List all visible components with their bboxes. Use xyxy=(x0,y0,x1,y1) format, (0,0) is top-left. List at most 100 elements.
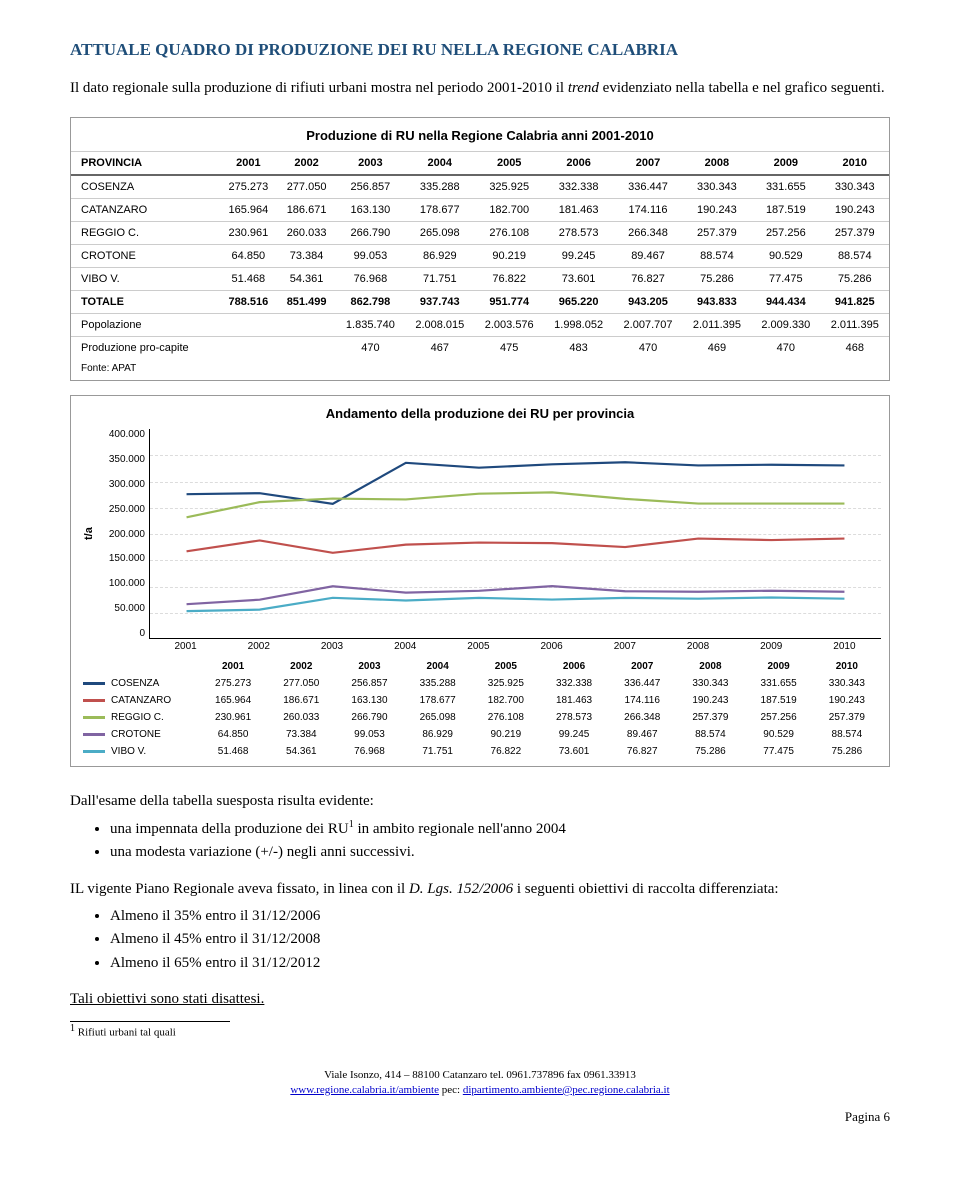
table-cell: 937.743 xyxy=(405,291,474,314)
table-title: Produzione di RU nella Regione Calabria … xyxy=(71,118,889,151)
table-cell: 88.574 xyxy=(821,245,889,268)
legend-cell: 51.468 xyxy=(199,743,267,760)
legend-row: CROTONE64.85073.38499.05386.92990.21999.… xyxy=(79,726,881,743)
table-cell: 2.003.576 xyxy=(475,314,544,337)
table-cell: 330.343 xyxy=(683,175,751,199)
table-cell: 256.857 xyxy=(336,175,405,199)
table-cell: 336.447 xyxy=(613,175,682,199)
table-cell: 99.053 xyxy=(336,245,405,268)
xtick-label: 2007 xyxy=(588,641,661,652)
table-cell: 1.835.740 xyxy=(336,314,405,337)
legend-cell: 88.574 xyxy=(813,726,881,743)
table-row: REGGIO C.230.961260.033266.790265.098276… xyxy=(71,222,889,245)
table-cell: 174.116 xyxy=(613,199,682,222)
table-header-cell: 2008 xyxy=(683,152,751,176)
legend-cell: 181.463 xyxy=(540,692,608,709)
table-cell: 944.434 xyxy=(751,291,820,314)
table-cell: 2.008.015 xyxy=(405,314,474,337)
analysis-intro: Dall'esame della tabella suesposta risul… xyxy=(70,791,890,813)
legend-header: 2004 xyxy=(404,658,472,675)
legend-cell: 90.219 xyxy=(472,726,540,743)
legend-cell: 266.348 xyxy=(608,709,676,726)
legend-cell: 99.245 xyxy=(540,726,608,743)
legend-row: VIBO V.51.46854.36176.96871.75176.82273.… xyxy=(79,743,881,760)
analysis-bullets: una impennata della produzione dei RU1 i… xyxy=(70,817,890,864)
legend-cell: 257.379 xyxy=(676,709,744,726)
table-cell: 788.516 xyxy=(219,291,277,314)
intro-trend: trend xyxy=(568,80,599,96)
table-cell: 862.798 xyxy=(336,291,405,314)
xtick-label: 2001 xyxy=(149,641,222,652)
legend-cell: 64.850 xyxy=(199,726,267,743)
legend-cell: 260.033 xyxy=(267,709,335,726)
legend-swatch xyxy=(83,699,105,702)
legend-header: 2009 xyxy=(745,658,813,675)
table-row: TOTALE788.516851.499862.798937.743951.77… xyxy=(71,291,889,314)
legend-cell: 187.519 xyxy=(745,692,813,709)
table-cell: 278.573 xyxy=(544,222,613,245)
legend-cell: 73.601 xyxy=(540,743,608,760)
legend-cell: 335.288 xyxy=(404,675,472,692)
legend-swatch xyxy=(83,750,105,753)
ytick-label: 300.000 xyxy=(109,479,145,490)
legend-label: CATANZARO xyxy=(111,695,171,706)
legend-cell: 257.256 xyxy=(745,709,813,726)
table-cell: 470 xyxy=(751,337,820,360)
table-source: Fonte: APAT xyxy=(71,359,889,380)
table-cell: 265.098 xyxy=(405,222,474,245)
legend-cell: 275.273 xyxy=(199,675,267,692)
legend-cell: 336.447 xyxy=(608,675,676,692)
legend-row: CATANZARO165.964186.671163.130178.677182… xyxy=(79,692,881,709)
table-cell: 943.833 xyxy=(683,291,751,314)
legend-label: VIBO V. xyxy=(111,746,146,757)
legend-cell: 73.384 xyxy=(267,726,335,743)
legend-cell: 256.857 xyxy=(335,675,403,692)
table-header-cell: 2005 xyxy=(475,152,544,176)
table-cell: 75.286 xyxy=(821,268,889,291)
table-cell: 73.384 xyxy=(277,245,335,268)
legend-cell: 330.343 xyxy=(676,675,744,692)
legend-cell: 186.671 xyxy=(267,692,335,709)
intro-text-1: Il dato regionale sulla produzione di ri… xyxy=(70,80,568,96)
table-header-cell: 2007 xyxy=(613,152,682,176)
intro-text-2: evidenziato nella tabella e nel grafico … xyxy=(599,80,885,96)
table-header-cell: 2006 xyxy=(544,152,613,176)
disattesi-line: Tali obiettivi sono stati disattesi. xyxy=(70,989,890,1011)
table-cell: 2.011.395 xyxy=(821,314,889,337)
ytick-label: 150.000 xyxy=(109,553,145,564)
target-2: Almeno il 45% entro il 31/12/2008 xyxy=(110,928,890,951)
table-cell: 190.243 xyxy=(683,199,751,222)
table-row: COSENZA275.273277.050256.857335.288325.9… xyxy=(71,175,889,199)
table-cell: 275.273 xyxy=(219,175,277,199)
table-cell xyxy=(277,314,335,337)
footer-link-pec[interactable]: dipartimento.ambiente@pec.regione.calabr… xyxy=(463,1084,670,1096)
legend-swatch xyxy=(83,716,105,719)
table-cell: 470 xyxy=(613,337,682,360)
legend-row: REGGIO C.230.961260.033266.790265.098276… xyxy=(79,709,881,726)
ytick-label: 200.000 xyxy=(109,529,145,540)
legend-header: 2001 xyxy=(199,658,267,675)
ytick-label: 100.000 xyxy=(109,578,145,589)
xtick-label: 2010 xyxy=(808,641,881,652)
table-cell: TOTALE xyxy=(71,291,219,314)
legend-cell: 230.961 xyxy=(199,709,267,726)
ytick-label: 0 xyxy=(139,628,145,639)
page-number: Pagina 6 xyxy=(70,1109,890,1125)
xtick-label: 2002 xyxy=(222,641,295,652)
legend-cell: 174.116 xyxy=(608,692,676,709)
chart-yaxis: 400.000350.000300.000250.000200.000150.0… xyxy=(99,429,149,639)
footer-link-site[interactable]: www.regione.calabria.it/ambiente xyxy=(290,1084,439,1096)
legend-cell: 165.964 xyxy=(199,692,267,709)
table-cell xyxy=(219,314,277,337)
chart-ylabel: t/a xyxy=(79,429,99,639)
bullet-2: una modesta variazione (+/-) negli anni … xyxy=(110,841,890,864)
legend-cell: 332.338 xyxy=(540,675,608,692)
table-row: VIBO V.51.46854.36176.96871.75176.82273.… xyxy=(71,268,889,291)
table-row: Popolazione1.835.7402.008.0152.003.5761.… xyxy=(71,314,889,337)
table-cell: 266.348 xyxy=(613,222,682,245)
table-cell: 331.655 xyxy=(751,175,820,199)
legend-label: CROTONE xyxy=(111,729,161,740)
table-cell: 165.964 xyxy=(219,199,277,222)
table-cell: 182.700 xyxy=(475,199,544,222)
table-cell: 64.850 xyxy=(219,245,277,268)
